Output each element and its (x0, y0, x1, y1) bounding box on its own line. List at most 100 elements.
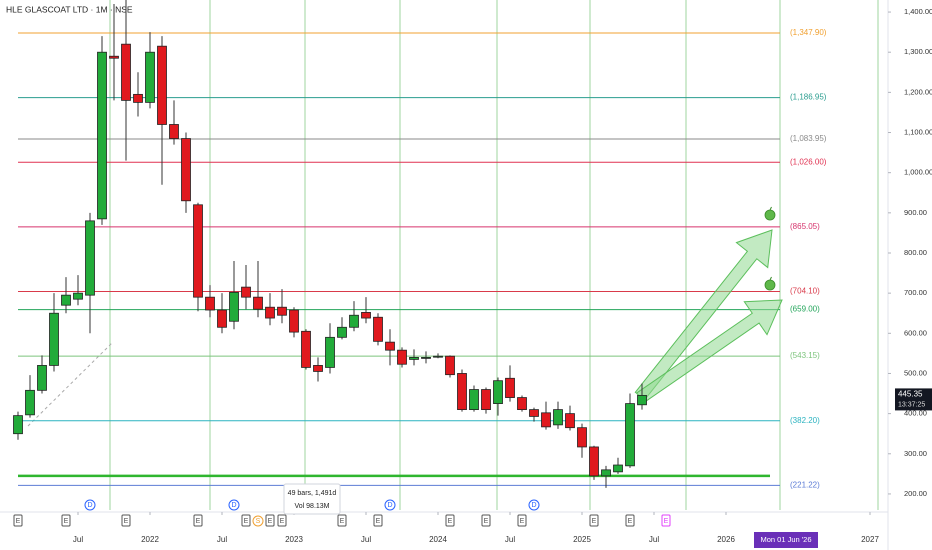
candle-body (613, 464, 623, 473)
crosshair-time-box (754, 532, 818, 548)
last-price-label: 445.35 (898, 390, 923, 399)
candle-body (505, 377, 515, 398)
candle-body (25, 389, 35, 416)
candle-body (577, 427, 587, 448)
event-label: S (256, 518, 261, 525)
candle-body (433, 355, 443, 358)
candle-body (169, 124, 179, 139)
apple-stem (769, 276, 772, 281)
y-tick-label: 1,100.00 (904, 128, 932, 137)
x-tick-label: Jul (73, 535, 83, 544)
candle-body (601, 469, 611, 477)
event-label: E (340, 518, 345, 525)
x-tick-label: 2024 (429, 535, 447, 544)
event-label: E (268, 518, 273, 525)
x-tick-label: 2025 (573, 535, 591, 544)
event-label: E (520, 518, 525, 525)
event-marker (13, 514, 23, 527)
event-marker (589, 514, 599, 527)
candle-body (337, 326, 347, 338)
x-tick-label: Jul (361, 535, 371, 544)
candle-body (589, 446, 599, 477)
event-marker (193, 514, 203, 527)
level-label: (1,083.95) (790, 134, 827, 143)
tooltip-line: Vol 98.13M (294, 503, 329, 510)
y-tick-label: 300.00 (904, 449, 927, 458)
event-label: D (387, 502, 392, 509)
y-tick-label: 500.00 (904, 368, 927, 377)
candle-body (421, 357, 431, 359)
event-marker (337, 514, 347, 527)
event-label: E (592, 518, 597, 525)
chart-title: HLE GLASCOAT LTD · 1M · NSE (6, 4, 133, 14)
countdown-label: 13:37:25 (898, 401, 925, 408)
y-tick-label: 700.00 (904, 288, 927, 297)
candle-body (397, 349, 407, 365)
tooltip-line: 49 bars, 1,491d (288, 490, 337, 497)
y-tick-label: 200.00 (904, 489, 927, 498)
drawings (0, 0, 889, 550)
level-label: (704.10) (790, 287, 820, 296)
candle-body (97, 51, 107, 220)
level-label: (659.00) (790, 305, 820, 314)
candle-body (493, 380, 503, 404)
event-marker (445, 514, 455, 527)
y-tick-label: 900.00 (904, 208, 927, 217)
candle-body (469, 389, 479, 411)
event-marker (481, 514, 491, 527)
candle-body (637, 395, 647, 406)
level-label: (382.20) (790, 416, 820, 425)
event-label: E (280, 518, 285, 525)
event-marker (265, 514, 275, 527)
event-label: E (64, 518, 69, 525)
candle-body (529, 409, 539, 417)
candle-body (445, 355, 455, 376)
candle-body (481, 389, 491, 411)
event-label: E (196, 518, 201, 525)
event-marker (121, 514, 131, 527)
level-label: (1,347.90) (790, 28, 827, 37)
event-label: E (244, 518, 249, 525)
crosshair-time-label: Mon 01 Jun '26 (760, 535, 811, 544)
arrow-drawing (634, 229, 773, 401)
event-marker (84, 499, 96, 511)
candle-body (229, 291, 239, 322)
candle-body (385, 341, 395, 351)
level-label: (865.05) (790, 222, 820, 231)
candle-body (277, 306, 287, 316)
event-marker (228, 499, 240, 511)
event-marker (241, 514, 251, 527)
candle-body (517, 397, 527, 411)
candle-body (409, 357, 419, 360)
apple-stem (769, 206, 772, 211)
arrow-drawing (635, 299, 783, 404)
candle-body (109, 55, 119, 59)
event-label: E (16, 518, 21, 525)
event-marker (61, 514, 71, 527)
level-label: (1,026.00) (790, 157, 827, 166)
candle-body (565, 413, 575, 429)
candle-body (457, 373, 467, 411)
candle-body (181, 138, 191, 202)
apple-icon (764, 279, 776, 291)
y-tick-label: 1,000.00 (904, 168, 932, 177)
event-label: E (376, 518, 381, 525)
candle-body (553, 409, 563, 426)
y-tick-label: 800.00 (904, 248, 927, 257)
candle-body (241, 286, 251, 298)
candle-body (313, 365, 323, 372)
candle-body (193, 204, 203, 298)
x-tick-label: 2026 (717, 535, 735, 544)
y-tick-label: 1,300.00 (904, 47, 932, 56)
event-marker (528, 499, 540, 511)
candle-body (541, 412, 551, 428)
event-label: E (448, 518, 453, 525)
candle-body (157, 45, 167, 125)
candle-body (145, 51, 155, 103)
event-marker (277, 514, 287, 527)
last-price-box (895, 388, 932, 411)
event-marker (661, 514, 671, 527)
